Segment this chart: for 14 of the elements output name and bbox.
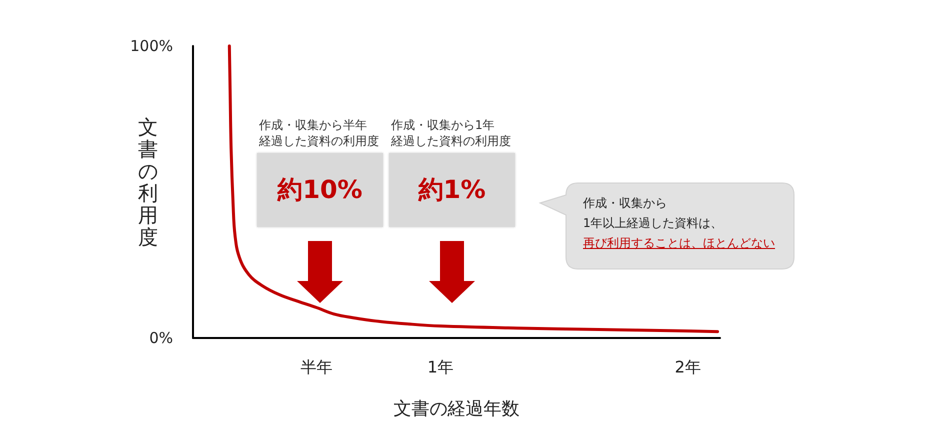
annotation: 作成・収集から1年以上経過した資料は、再び利用することは、ほとんどない (583, 196, 775, 250)
y-tick-label: 0% (149, 329, 173, 347)
annotation: 約10% (278, 175, 362, 205)
annotation: 約1% (418, 175, 486, 205)
annotation: 作成・収集から半年経過した資料の利用度 (259, 117, 379, 149)
y-axis-title: 文書の利用度 (137, 115, 159, 249)
x-tick-label: 2年 (674, 358, 701, 376)
label-panel: 約1% (389, 153, 515, 227)
x-tick-label: 1年 (427, 358, 454, 376)
label-panel: 約10% (257, 153, 383, 227)
x-axis-title: 文書の経過年数 (394, 398, 520, 420)
x-tick-label: 半年 (300, 358, 333, 376)
annotation: 作成・収集から1年経過した資料の利用度 (391, 117, 511, 149)
y-tick-label: 100% (130, 37, 173, 55)
